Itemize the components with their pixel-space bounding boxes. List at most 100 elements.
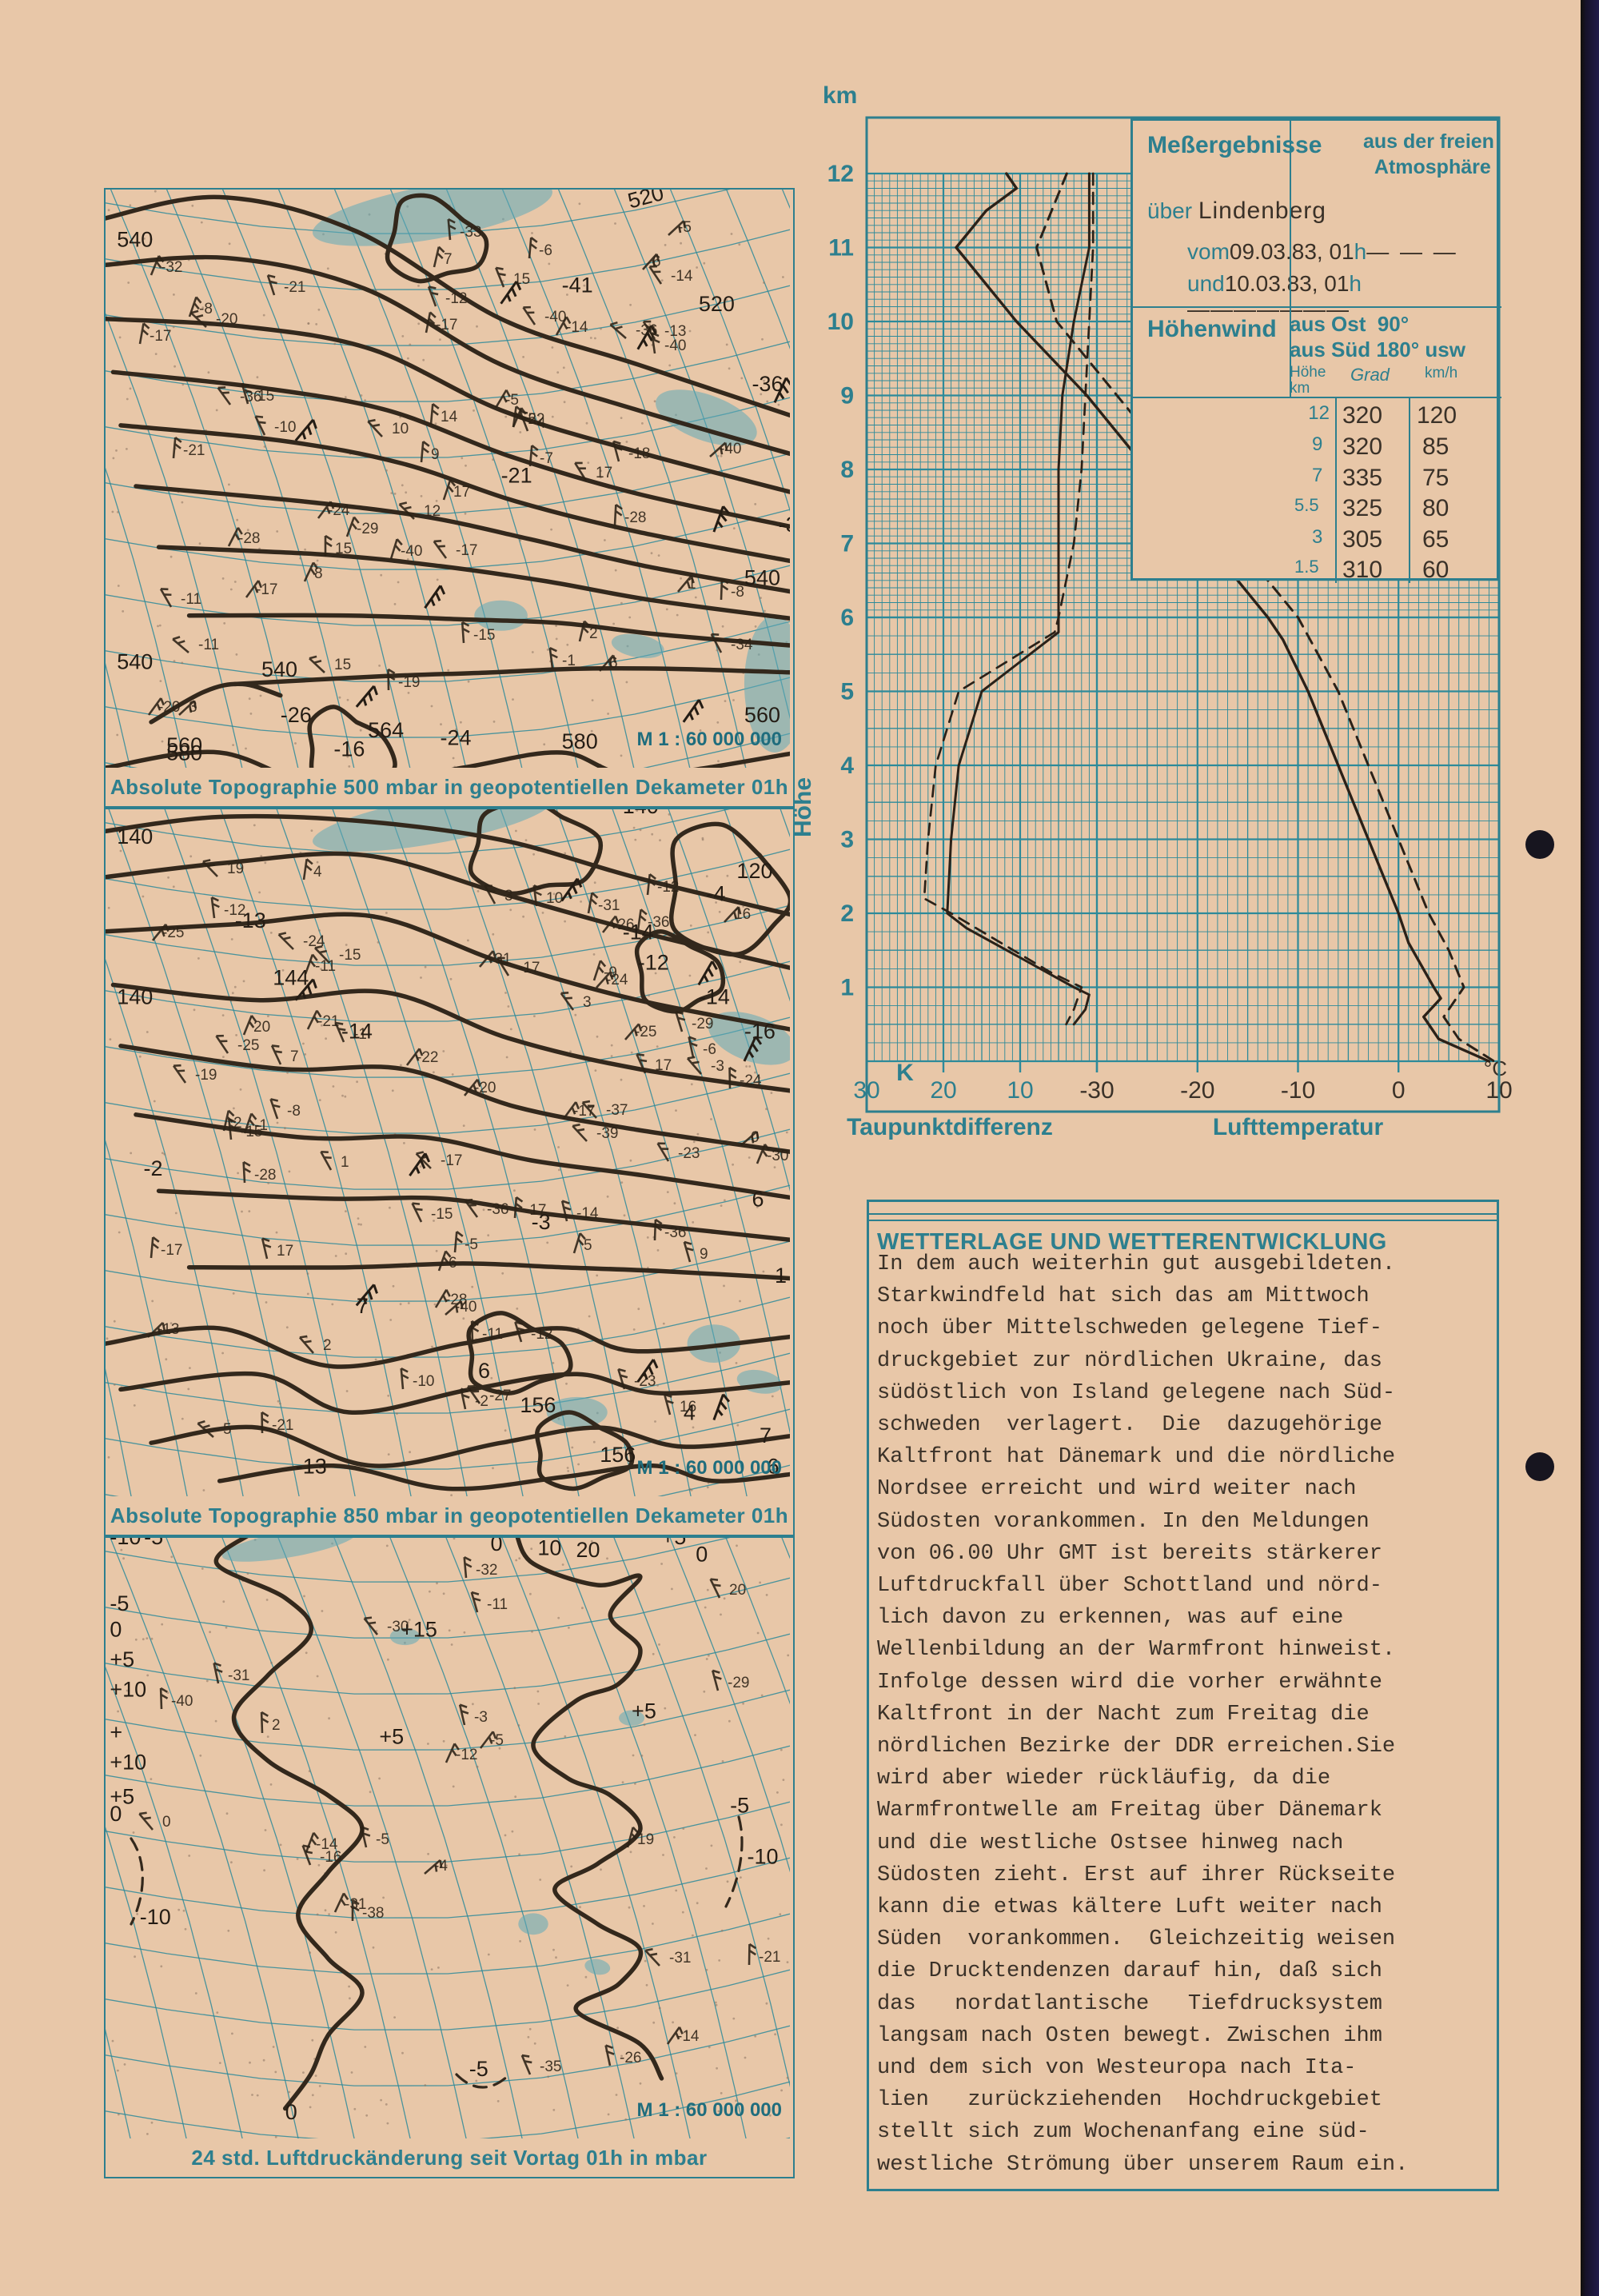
svg-text:-37: -37 [606, 1102, 628, 1119]
svg-text:-5: -5 [523, 411, 536, 428]
svg-text:-17: -17 [150, 328, 171, 345]
svg-text:6: 6 [609, 655, 618, 672]
svg-text:20: 20 [930, 1077, 956, 1104]
svg-text:144: 144 [273, 966, 309, 990]
svg-text:6: 6 [652, 254, 661, 270]
svg-text:-39: -39 [596, 1125, 618, 1142]
svg-text:-1: -1 [562, 653, 576, 669]
svg-text:-17: -17 [436, 317, 457, 333]
svg-text:-21: -21 [272, 1417, 293, 1434]
svg-text:14: 14 [441, 409, 458, 425]
svg-text:-26: -26 [281, 703, 312, 727]
svg-text:15: 15 [257, 388, 274, 405]
svg-text:0: 0 [162, 1814, 171, 1831]
svg-text:156: 156 [600, 1443, 636, 1467]
svg-text:2: 2 [840, 900, 854, 927]
svg-text:17: 17 [277, 1243, 293, 1260]
svg-text:-10: -10 [140, 1905, 171, 1929]
svg-text:-5: -5 [110, 1591, 129, 1615]
svg-text:Lufttemperatur: Lufttemperatur [1213, 1114, 1384, 1140]
svg-text:-10: -10 [110, 1538, 141, 1549]
svg-text:-17: -17 [518, 960, 540, 976]
svg-text:540: 540 [744, 566, 780, 590]
svg-text:7: 7 [444, 251, 453, 268]
svg-text:17: 17 [453, 484, 470, 501]
svg-text:-16: -16 [744, 1019, 776, 1043]
svg-text:5: 5 [584, 1237, 592, 1254]
svg-text:-34: -34 [731, 637, 753, 653]
svg-text:-39: -39 [779, 513, 790, 537]
svg-text:-17: -17 [441, 1152, 462, 1169]
svg-text:-21: -21 [501, 463, 532, 487]
svg-text:-17: -17 [524, 1202, 546, 1219]
svg-text:520: 520 [699, 292, 735, 316]
svg-text:6: 6 [478, 1359, 490, 1383]
svg-text:-8: -8 [287, 1103, 301, 1120]
svg-text:-28: -28 [254, 1167, 276, 1184]
svg-text:-40: -40 [171, 1693, 193, 1710]
svg-text:-11: -11 [487, 1596, 508, 1613]
svg-text:-15: -15 [473, 627, 495, 644]
svg-text:-3: -3 [711, 1058, 724, 1075]
svg-text:-14: -14 [699, 984, 730, 1008]
svg-text:10: 10 [1007, 1077, 1033, 1104]
svg-text:-29: -29 [357, 521, 378, 537]
svg-text:+5: +5 [110, 1647, 134, 1671]
svg-text:-11: -11 [181, 591, 201, 608]
svg-text:19: 19 [227, 861, 244, 877]
svg-text:-36: -36 [636, 322, 657, 339]
svg-text:10: 10 [537, 1538, 561, 1559]
svg-text:580: 580 [562, 729, 598, 753]
svg-text:-20: -20 [474, 1080, 496, 1096]
svg-text:-18: -18 [628, 445, 650, 462]
svg-text:10: 10 [827, 309, 854, 335]
svg-text:-31: -31 [598, 897, 620, 914]
svg-text:-6: -6 [539, 242, 552, 259]
svg-text:-12: -12 [445, 290, 467, 307]
svg-text:-19: -19 [398, 674, 420, 691]
svg-text:5: 5 [840, 679, 854, 705]
svg-text:-4: -4 [434, 1858, 448, 1875]
svg-text:17: 17 [596, 465, 612, 481]
svg-text:-30: -30 [767, 1148, 788, 1164]
svg-text:2: 2 [272, 1717, 281, 1734]
svg-text:-29: -29 [692, 1016, 713, 1032]
svg-text:10: 10 [546, 890, 563, 907]
svg-text:0: 0 [491, 1538, 503, 1555]
svg-text:-24: -24 [328, 502, 350, 519]
svg-text:1: 1 [775, 1264, 787, 1288]
svg-text:6: 6 [840, 605, 854, 631]
svg-text:-11: -11 [198, 637, 219, 653]
svg-text:0: 0 [110, 1802, 122, 1826]
svg-text:-20: -20 [216, 311, 237, 328]
svg-text:11: 11 [828, 235, 854, 262]
svg-text:-32: -32 [476, 1562, 497, 1579]
svg-text:564: 564 [368, 718, 404, 742]
svg-text:1: 1 [341, 1154, 349, 1171]
svg-text:560: 560 [744, 703, 780, 727]
svg-text:-5: -5 [678, 219, 692, 236]
svg-text:-19: -19 [195, 1067, 217, 1084]
svg-text:-14: -14 [566, 319, 588, 336]
svg-text:-25: -25 [635, 1024, 656, 1040]
svg-text:-40: -40 [664, 337, 686, 354]
svg-text:5: 5 [223, 1421, 232, 1438]
svg-text:-11: -11 [315, 958, 336, 975]
svg-text:+5: +5 [662, 1538, 687, 1549]
svg-text:M 1 : 60 000 000: M 1 : 60 000 000 [637, 729, 782, 750]
svg-text:10: 10 [392, 421, 409, 437]
svg-text:1: 1 [688, 576, 696, 593]
svg-text:-6: -6 [703, 1041, 716, 1058]
svg-text:7: 7 [840, 531, 854, 557]
svg-text:17: 17 [655, 1057, 672, 1074]
svg-text:-14: -14 [576, 1205, 599, 1222]
svg-text:-31: -31 [228, 1667, 249, 1684]
svg-text:-40: -40 [720, 441, 741, 457]
svg-text:-16: -16 [320, 1849, 341, 1866]
svg-text:M 1 : 60 000 000: M 1 : 60 000 000 [637, 1457, 782, 1479]
svg-text:-14: -14 [677, 2028, 700, 2045]
svg-text:9: 9 [700, 1246, 708, 1263]
svg-text:-5: -5 [490, 1732, 504, 1749]
svg-text:-30: -30 [387, 1619, 409, 1635]
svg-text:4: 4 [313, 864, 322, 880]
